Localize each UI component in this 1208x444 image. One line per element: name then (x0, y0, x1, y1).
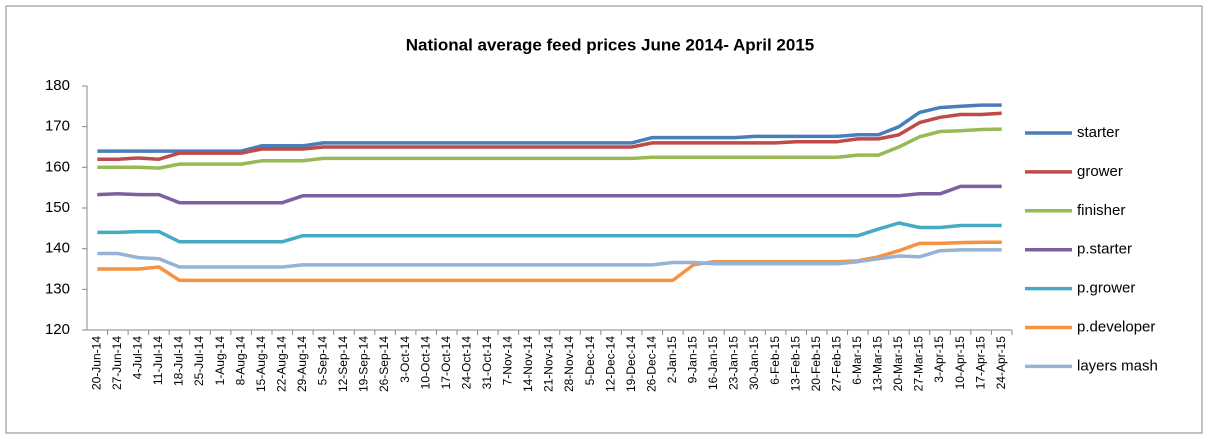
x-tick-label: 5-Sep-14 (316, 336, 330, 386)
x-tick-label: 18-Jul-14 (172, 336, 186, 386)
x-tick-label: 5-Dec-14 (583, 336, 597, 386)
x-tick-label: 27-Feb-15 (829, 336, 843, 392)
x-tick-label: 17-Apr-15 (973, 336, 987, 390)
x-tick-label: 17-Oct-14 (439, 336, 453, 390)
x-tick-label: 1-Aug-14 (213, 336, 227, 386)
chart-frame (5, 5, 1203, 434)
x-tick-label: 6-Mar-15 (850, 336, 864, 385)
series-line (97, 127, 1002, 170)
x-tick-label: 2-Jan-15 (665, 336, 679, 384)
x-tick-label: 12-Sep-14 (336, 336, 350, 392)
x-tick-label: 6-Feb-15 (768, 336, 782, 385)
x-tick-label: 4-Jul-14 (131, 336, 145, 380)
legend-label: p.grower (1077, 280, 1135, 297)
x-tick-label: 31-Oct-14 (480, 336, 494, 390)
series-line (97, 103, 1002, 153)
x-tick-label: 25-Jul-14 (192, 336, 206, 386)
series-line (97, 248, 1002, 269)
series-line (97, 221, 1002, 244)
x-tick-label: 7-Nov-14 (501, 336, 515, 386)
y-tick-label: 140 (45, 240, 70, 257)
x-tick-label: 21-Nov-14 (542, 336, 556, 392)
x-tick-label: 28-Nov-14 (562, 336, 576, 392)
x-tick-label: 26-Dec-14 (644, 336, 658, 392)
x-tick-label: 26-Sep-14 (377, 336, 391, 392)
legend-label: layers mash (1077, 357, 1158, 374)
x-tick-label: 20-Mar-15 (891, 336, 905, 392)
x-tick-label: 10-Apr-15 (953, 336, 967, 390)
x-tick-label: 15-Aug-14 (254, 336, 268, 392)
x-tick-label: 30-Jan-15 (747, 336, 761, 390)
x-tick-label: 12-Dec-14 (603, 336, 617, 392)
x-tick-label: 27-Jun-14 (110, 336, 124, 390)
x-tick-label: 16-Jan-15 (706, 336, 720, 390)
x-tick-label: 3-Apr-15 (932, 336, 946, 383)
series-line (97, 111, 1002, 161)
legend-label: finisher (1077, 202, 1125, 219)
legend-label: p.starter (1077, 241, 1132, 258)
x-tick-label: 24-Apr-15 (994, 336, 1008, 390)
x-tick-label: 29-Aug-14 (295, 336, 309, 392)
x-tick-label: 19-Dec-14 (624, 336, 638, 392)
x-tick-label: 3-Oct-14 (398, 336, 412, 383)
x-tick-label: 20-Feb-15 (809, 336, 823, 392)
x-tick-label: 9-Jan-15 (686, 336, 700, 384)
x-tick-label: 13-Feb-15 (788, 336, 802, 392)
x-tick-label: 13-Mar-15 (871, 336, 885, 392)
x-tick-label: 10-Oct-14 (418, 336, 432, 390)
y-tick-label: 170 (45, 118, 70, 135)
y-tick-label: 180 (45, 77, 70, 94)
legend-label: starter (1077, 124, 1120, 141)
y-tick-label: 120 (45, 321, 70, 338)
x-tick-label: 27-Mar-15 (912, 336, 926, 392)
x-tick-label: 8-Aug-14 (233, 336, 247, 386)
x-tick-label: 19-Sep-14 (357, 336, 371, 392)
x-tick-label: 23-Jan-15 (727, 336, 741, 390)
y-tick-label: 150 (45, 199, 70, 216)
x-tick-label: 24-Oct-14 (459, 336, 473, 390)
legend-label: p.developer (1077, 318, 1155, 335)
y-tick-label: 160 (45, 158, 70, 175)
x-tick-label: 14-Nov-14 (521, 336, 535, 392)
series-line (97, 184, 1002, 205)
x-tick-label: 11-Jul-14 (151, 336, 165, 385)
legend-label: grower (1077, 163, 1123, 180)
chart-title: National average feed prices June 2014- … (406, 35, 815, 54)
x-tick-label: 20-Jun-14 (89, 336, 103, 390)
y-tick-label: 130 (45, 280, 70, 297)
x-tick-label: 22-Aug-14 (274, 336, 288, 392)
